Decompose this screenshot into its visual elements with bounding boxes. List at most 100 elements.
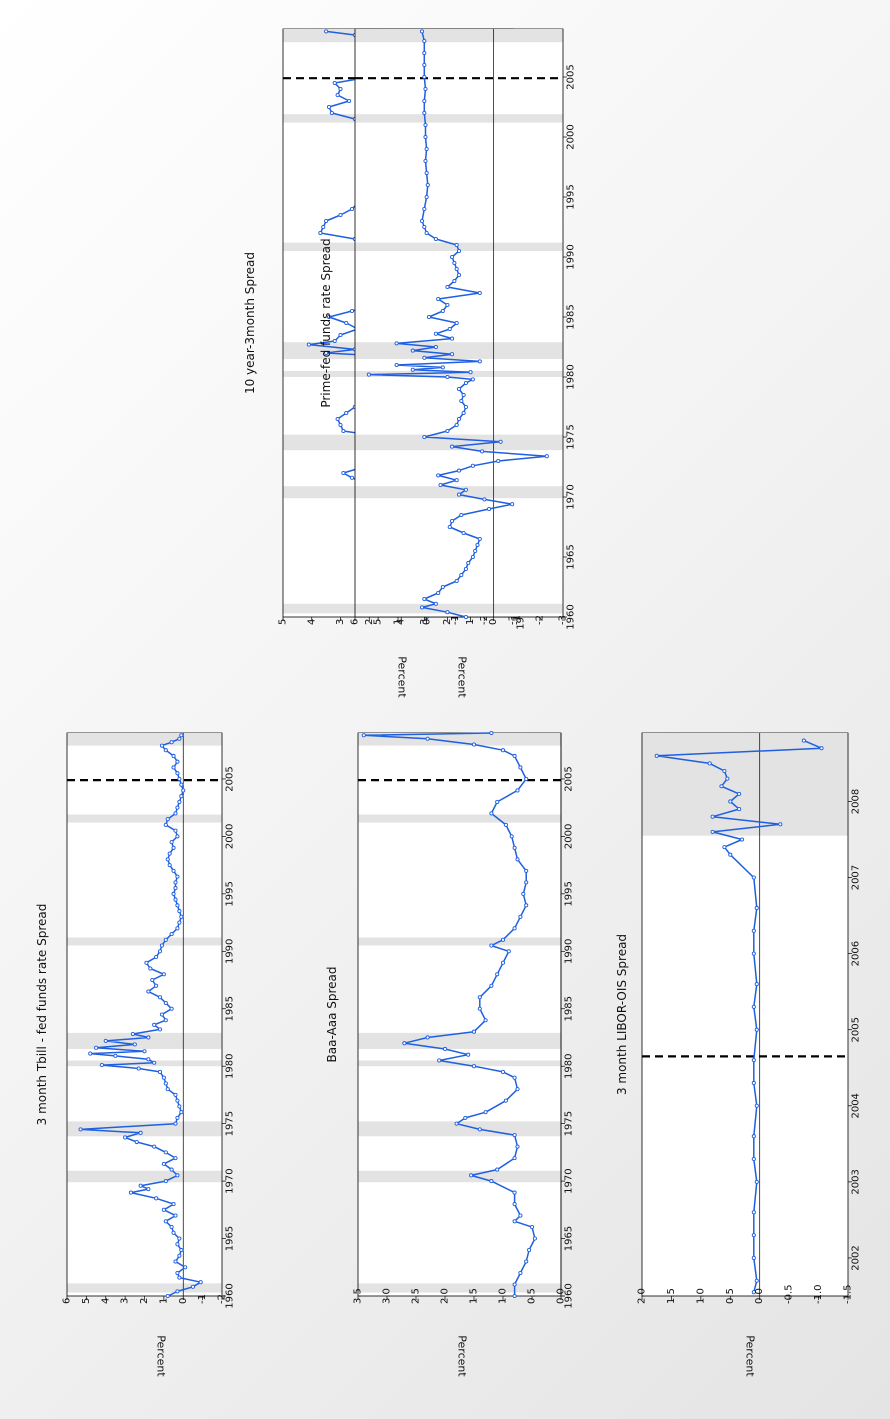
data-point — [737, 791, 742, 796]
data-point — [422, 62, 427, 68]
data-point — [422, 50, 427, 56]
data-point — [463, 614, 468, 620]
data-point — [459, 398, 464, 404]
data-point — [486, 506, 492, 512]
data-point — [754, 1278, 759, 1283]
y-tick-label: 1 — [465, 619, 476, 625]
data-point — [463, 404, 468, 410]
data-point — [710, 814, 715, 819]
data-point — [456, 386, 462, 392]
data-point — [423, 86, 428, 92]
data-point — [175, 759, 180, 764]
data-point — [754, 1179, 759, 1184]
data-point — [173, 1259, 178, 1264]
recession-band — [355, 371, 563, 377]
recession-band — [355, 242, 563, 251]
data-point — [521, 891, 526, 896]
data-point — [454, 320, 459, 326]
data-point — [175, 1270, 180, 1276]
data-point — [177, 776, 182, 782]
data-point — [512, 1190, 517, 1195]
data-point — [440, 308, 445, 314]
y-tick-label: 0.5 — [725, 1288, 736, 1304]
data-point — [394, 341, 399, 346]
data-point — [341, 428, 346, 434]
data-point — [496, 458, 501, 464]
data-point — [338, 332, 343, 338]
data-point — [512, 1293, 517, 1299]
data-point — [173, 811, 178, 816]
data-point — [329, 110, 334, 116]
data-point — [751, 875, 756, 880]
data-point — [157, 995, 163, 1000]
data-point — [163, 1000, 168, 1006]
data-point — [338, 212, 343, 218]
recession-band — [355, 486, 563, 499]
data-point — [422, 38, 427, 44]
data-point — [518, 1213, 523, 1218]
data-point — [177, 1104, 182, 1109]
data-point — [424, 146, 429, 152]
data-point — [349, 206, 355, 212]
data-point — [751, 1080, 756, 1086]
data-point — [169, 840, 174, 845]
y-tick-label: 0.0 — [556, 1288, 567, 1304]
y-tick-label: -2 — [217, 1294, 228, 1304]
data-point — [440, 365, 445, 370]
x-tick-label: 1975 — [566, 424, 577, 449]
data-point — [475, 542, 480, 548]
data-point — [425, 1035, 430, 1040]
data-point — [477, 995, 482, 1000]
y-tick-label: 3 — [120, 1298, 131, 1304]
data-point — [518, 914, 523, 919]
x-tick-label: 1995 — [566, 184, 577, 209]
data-point — [163, 822, 168, 827]
data-point — [169, 932, 174, 937]
x-tick-label: 1990 — [564, 939, 575, 964]
x-tick-label: 1990 — [225, 939, 236, 964]
data-point — [471, 1029, 477, 1034]
data-point — [338, 422, 343, 428]
y-tick-label: 1 — [393, 619, 404, 625]
data-point — [754, 905, 759, 911]
data-point — [344, 320, 349, 326]
data-point — [175, 771, 180, 776]
y-axis-label: Percent — [396, 656, 409, 698]
data-point — [128, 1190, 133, 1195]
data-point — [169, 1167, 174, 1172]
data-point — [146, 1057, 151, 1062]
data-point — [751, 1134, 756, 1139]
x-tick-label: 1965 — [225, 1226, 236, 1251]
data-point — [456, 468, 462, 473]
chart-title: 3 month LIBOR-OIS Spread — [615, 934, 629, 1095]
data-point — [78, 1127, 83, 1132]
recession-band — [355, 342, 563, 359]
data-point — [423, 158, 428, 164]
data-point — [524, 1259, 529, 1264]
data-point — [510, 502, 515, 507]
data-point — [461, 410, 466, 416]
data-point — [740, 837, 745, 842]
data-point — [728, 852, 733, 857]
data-point — [544, 454, 549, 459]
data-point — [161, 972, 166, 977]
x-tick-label: 2005 — [566, 64, 577, 89]
data-point — [326, 104, 332, 110]
recession-band — [358, 937, 561, 946]
data-point — [146, 1035, 151, 1040]
data-point — [447, 326, 452, 332]
recession-band — [67, 814, 222, 823]
x-tick-label: 1980 — [564, 1053, 575, 1078]
data-point — [148, 966, 153, 971]
data-point — [489, 983, 494, 988]
data-point — [471, 742, 477, 747]
data-point — [518, 1270, 523, 1276]
recession-band — [67, 733, 222, 746]
x-tick-label: 2002 — [851, 1245, 862, 1270]
data-point — [175, 1098, 180, 1103]
data-point — [512, 1133, 517, 1138]
x-tick-label: 1995 — [564, 881, 575, 906]
data-point — [103, 1038, 108, 1043]
data-point — [454, 478, 459, 483]
data-point — [177, 920, 182, 925]
